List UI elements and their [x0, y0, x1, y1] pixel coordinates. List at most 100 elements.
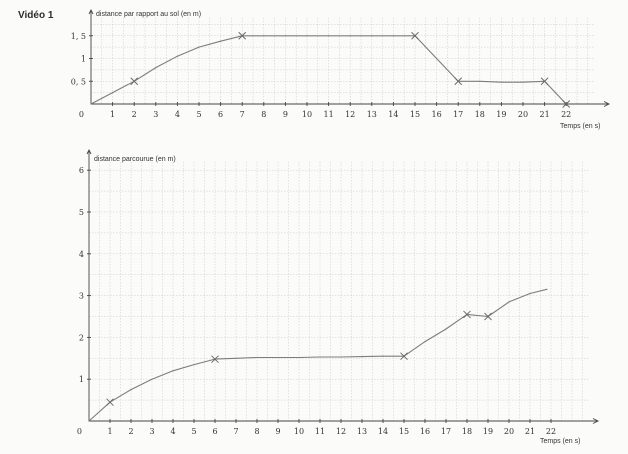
x-tick-label: 14	[388, 110, 398, 119]
data-point	[529, 292, 531, 295]
x-tick-label: 18	[462, 427, 472, 436]
x-tick-label: 9	[283, 110, 288, 119]
x-tick-label: 15	[410, 110, 420, 119]
x-tick-label: 11	[315, 427, 325, 436]
data-point	[151, 378, 153, 380]
data-point	[479, 80, 481, 82]
y-axis-arrow	[86, 148, 92, 155]
x-tick-label: 4	[170, 427, 175, 436]
y-tick-label: 4	[79, 250, 84, 259]
data-point	[198, 46, 200, 48]
x-tick-label: 2	[128, 427, 133, 436]
y-tick-label: 3	[79, 292, 84, 301]
data-point	[172, 370, 174, 372]
cross-marker	[400, 352, 408, 361]
x-tick-label: 21	[525, 427, 535, 436]
cross-marker	[106, 398, 114, 407]
data-point	[508, 301, 510, 303]
x-tick-label: 19	[483, 427, 493, 436]
cross-marker	[540, 77, 549, 86]
y-tick-label: 6	[79, 166, 84, 175]
data-point	[235, 357, 237, 359]
data-point	[436, 57, 438, 60]
x-tick-label: 13	[367, 110, 377, 119]
x-axis-label: Temps (en s)	[560, 123, 600, 130]
data-point	[130, 389, 132, 391]
data-point	[382, 355, 384, 357]
video-label: Vidéo 1	[18, 10, 54, 21]
y-tick-label: 1	[79, 375, 84, 384]
y-axis-arrow	[88, 8, 94, 15]
data-point	[392, 35, 394, 37]
y-axis-label: distance par rapport au sol (en m)	[96, 11, 201, 18]
data-point	[155, 67, 157, 69]
x-tick-label: 18	[475, 110, 485, 119]
cross-stroke	[106, 398, 114, 407]
x-tick-label: 21	[540, 110, 550, 119]
data-point	[298, 356, 300, 359]
cross-stroke	[238, 31, 247, 40]
series-line	[88, 288, 548, 422]
cross-marker	[130, 77, 139, 86]
y-tick-label: 1	[81, 55, 86, 64]
chart-distance-travelled: 1 2 3 4 5 6 7 8 9 10 11 12 13 14 15 16 17 18 19 20 21 2201234…	[77, 148, 600, 445]
x-tick-label: 17	[441, 427, 451, 436]
cross-stroke	[211, 355, 219, 363]
x-tick-label: 13	[357, 427, 367, 436]
data-point	[349, 35, 351, 37]
x-tick-label: 6	[218, 110, 223, 119]
cross-stroke	[411, 31, 419, 40]
y-tick-label: 0	[77, 427, 82, 436]
x-tick-label: 10	[302, 110, 312, 119]
y-axis-label: distance parcourue (en m)	[94, 156, 176, 163]
x-tick-label: 1	[107, 427, 112, 436]
grid	[88, 162, 590, 421]
cross-stroke	[463, 310, 471, 319]
cross-marker	[238, 31, 247, 40]
data-point	[500, 81, 502, 83]
x-tick-label: 5	[196, 110, 201, 119]
data-point	[277, 356, 279, 359]
x-tick-label: 8	[254, 427, 259, 436]
cross-stroke	[454, 77, 463, 86]
cross-stroke	[540, 77, 549, 86]
x-tick-label: 16	[432, 110, 442, 119]
cross-stroke	[562, 100, 571, 108]
x-tick-label: 15	[399, 427, 409, 436]
x-tick-label: 12	[345, 110, 355, 119]
cross-marker	[463, 310, 471, 319]
x-tick-label: 5	[191, 427, 196, 436]
y-tick-label: 2	[79, 333, 84, 342]
y-tick-label: 0, 5	[71, 77, 86, 86]
x-tick-label: 16	[420, 427, 430, 436]
x-tick-label: 9	[275, 427, 280, 436]
x-tick-label: 19	[496, 110, 506, 119]
data-point	[340, 356, 342, 358]
data-point	[256, 356, 258, 359]
data-point	[306, 35, 308, 37]
x-tick-label: 10	[294, 427, 304, 436]
data-point	[361, 356, 363, 358]
cross-marker	[454, 77, 463, 86]
x-tick-label: 12	[336, 427, 346, 436]
x-tick-label: 3	[149, 427, 154, 436]
data-point	[263, 35, 265, 37]
grid	[90, 18, 595, 104]
cross-marker	[211, 355, 219, 363]
x-tick-label: 8	[261, 110, 266, 119]
y-tick-label: 5	[79, 208, 84, 217]
x-axis-arrow	[592, 418, 600, 424]
cross-stroke	[484, 312, 492, 321]
x-tick-label: 22	[546, 427, 556, 436]
x-tick-label: 2	[132, 110, 137, 119]
x-tick-label: 20	[518, 110, 528, 119]
cross-stroke	[400, 352, 408, 361]
x-tick-label: 11	[324, 110, 334, 119]
x-tick-label: 1	[110, 110, 115, 119]
data-point	[445, 328, 447, 330]
data-point	[112, 92, 114, 94]
data-point	[220, 40, 222, 42]
cross-marker	[484, 312, 492, 321]
